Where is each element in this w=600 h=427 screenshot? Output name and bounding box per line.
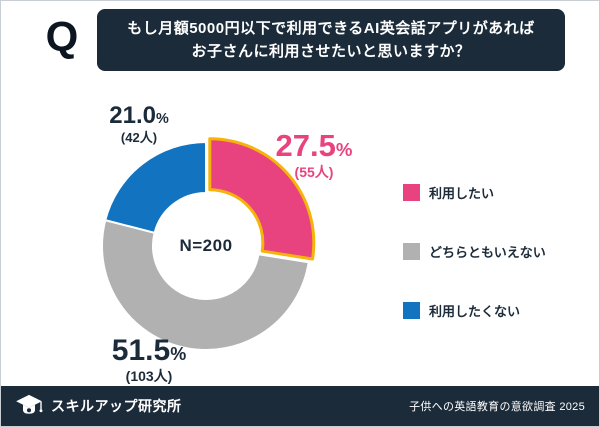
question-title-line1: もし月額5000円以下で利用できるAI英会話アプリがあれば bbox=[127, 19, 535, 37]
footer-bar: スキルアップ研究所 子供への英語教育の意欲調査 2025 bbox=[1, 386, 599, 426]
percent-want-to-use: 27.5% bbox=[275, 128, 353, 163]
question-title-line2: お子さんに利用させたいと思いますか？ bbox=[191, 43, 471, 60]
legend-label-dont-want-to-use: 利用したくない bbox=[429, 304, 521, 319]
legend-swatch-pink bbox=[403, 184, 420, 201]
count-dont-want-to-use: (42人) bbox=[120, 130, 158, 146]
legend-label-neutral: どちらともいえない bbox=[429, 245, 546, 260]
percent-neutral: 51.5% bbox=[111, 334, 187, 367]
brand-name: スキルアップ研究所 bbox=[51, 398, 182, 414]
legend-item-dont-want-to-use: 利用したくない bbox=[403, 301, 546, 320]
donut-chart bbox=[101, 137, 316, 351]
graduation-cap-icon bbox=[16, 394, 43, 414]
label-neutral: 51.5% (103人) bbox=[112, 334, 186, 384]
chart-legend: 利用したい どちらともいえない 利用したくない bbox=[403, 183, 546, 320]
survey-source-text: 子供への英語教育の意欲調査 2025 bbox=[409, 401, 585, 413]
label-want-to-use: 27.5% (55人) bbox=[275, 128, 353, 181]
sample-size-label: N=200 bbox=[179, 236, 233, 255]
question-title-banner: もし月額5000円以下で利用できるAI英会話アプリがあれば お子さんに利用させた… bbox=[97, 9, 565, 71]
legend-item-want-to-use: 利用したい bbox=[403, 183, 546, 202]
brand-logo: スキルアップ研究所 bbox=[15, 394, 182, 418]
count-neutral: (103人) bbox=[125, 368, 173, 384]
donut-segment-want-to-use bbox=[208, 137, 316, 261]
percent-dont-want-to-use: 21.0% bbox=[109, 102, 169, 129]
donut-segment-dont-want-to-use bbox=[104, 141, 207, 234]
legend-label-want-to-use: 利用したい bbox=[429, 186, 495, 201]
legend-item-neutral: どちらともいえない bbox=[403, 242, 546, 261]
question-q-icon: Q bbox=[37, 12, 87, 62]
donut-segment-neutral bbox=[101, 219, 310, 351]
count-want-to-use: (55人) bbox=[294, 164, 334, 181]
legend-swatch-blue bbox=[403, 302, 420, 319]
label-dont-want-to-use: 21.0% (42人) bbox=[109, 102, 169, 146]
legend-swatch-gray bbox=[403, 243, 420, 260]
